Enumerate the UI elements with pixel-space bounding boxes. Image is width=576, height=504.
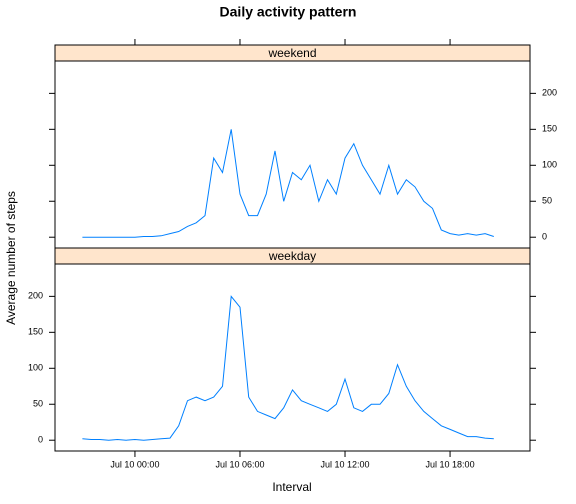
line xyxy=(82,129,494,238)
y-axis-label: Average number of steps xyxy=(4,191,18,325)
y-tick-label: 0 xyxy=(542,232,547,242)
y-tick-label: 200 xyxy=(542,88,557,98)
strip-label: weekend xyxy=(267,46,316,60)
y-tick-label: 150 xyxy=(542,124,557,134)
y-tick-label: 0 xyxy=(38,435,43,445)
x-tick-label: Jul 10 00:00 xyxy=(110,459,159,469)
strip-label: weekday xyxy=(268,249,316,263)
x-tick-label: Jul 10 06:00 xyxy=(215,459,264,469)
line xyxy=(82,295,494,441)
x-tick-label: Jul 10 12:00 xyxy=(320,459,369,469)
x-tick-label: Jul 10 18:00 xyxy=(426,459,475,469)
y-tick-label: 50 xyxy=(542,196,552,206)
y-tick-label: 200 xyxy=(28,291,43,301)
chart-title: Daily activity pattern xyxy=(220,4,357,20)
panel xyxy=(54,60,531,249)
y-tick-label: 50 xyxy=(33,399,43,409)
panel xyxy=(54,263,531,452)
y-tick-label: 100 xyxy=(28,363,43,373)
y-tick-label: 150 xyxy=(28,327,43,337)
x-axis-label: Interval xyxy=(272,480,311,494)
y-tick-label: 100 xyxy=(542,160,557,170)
